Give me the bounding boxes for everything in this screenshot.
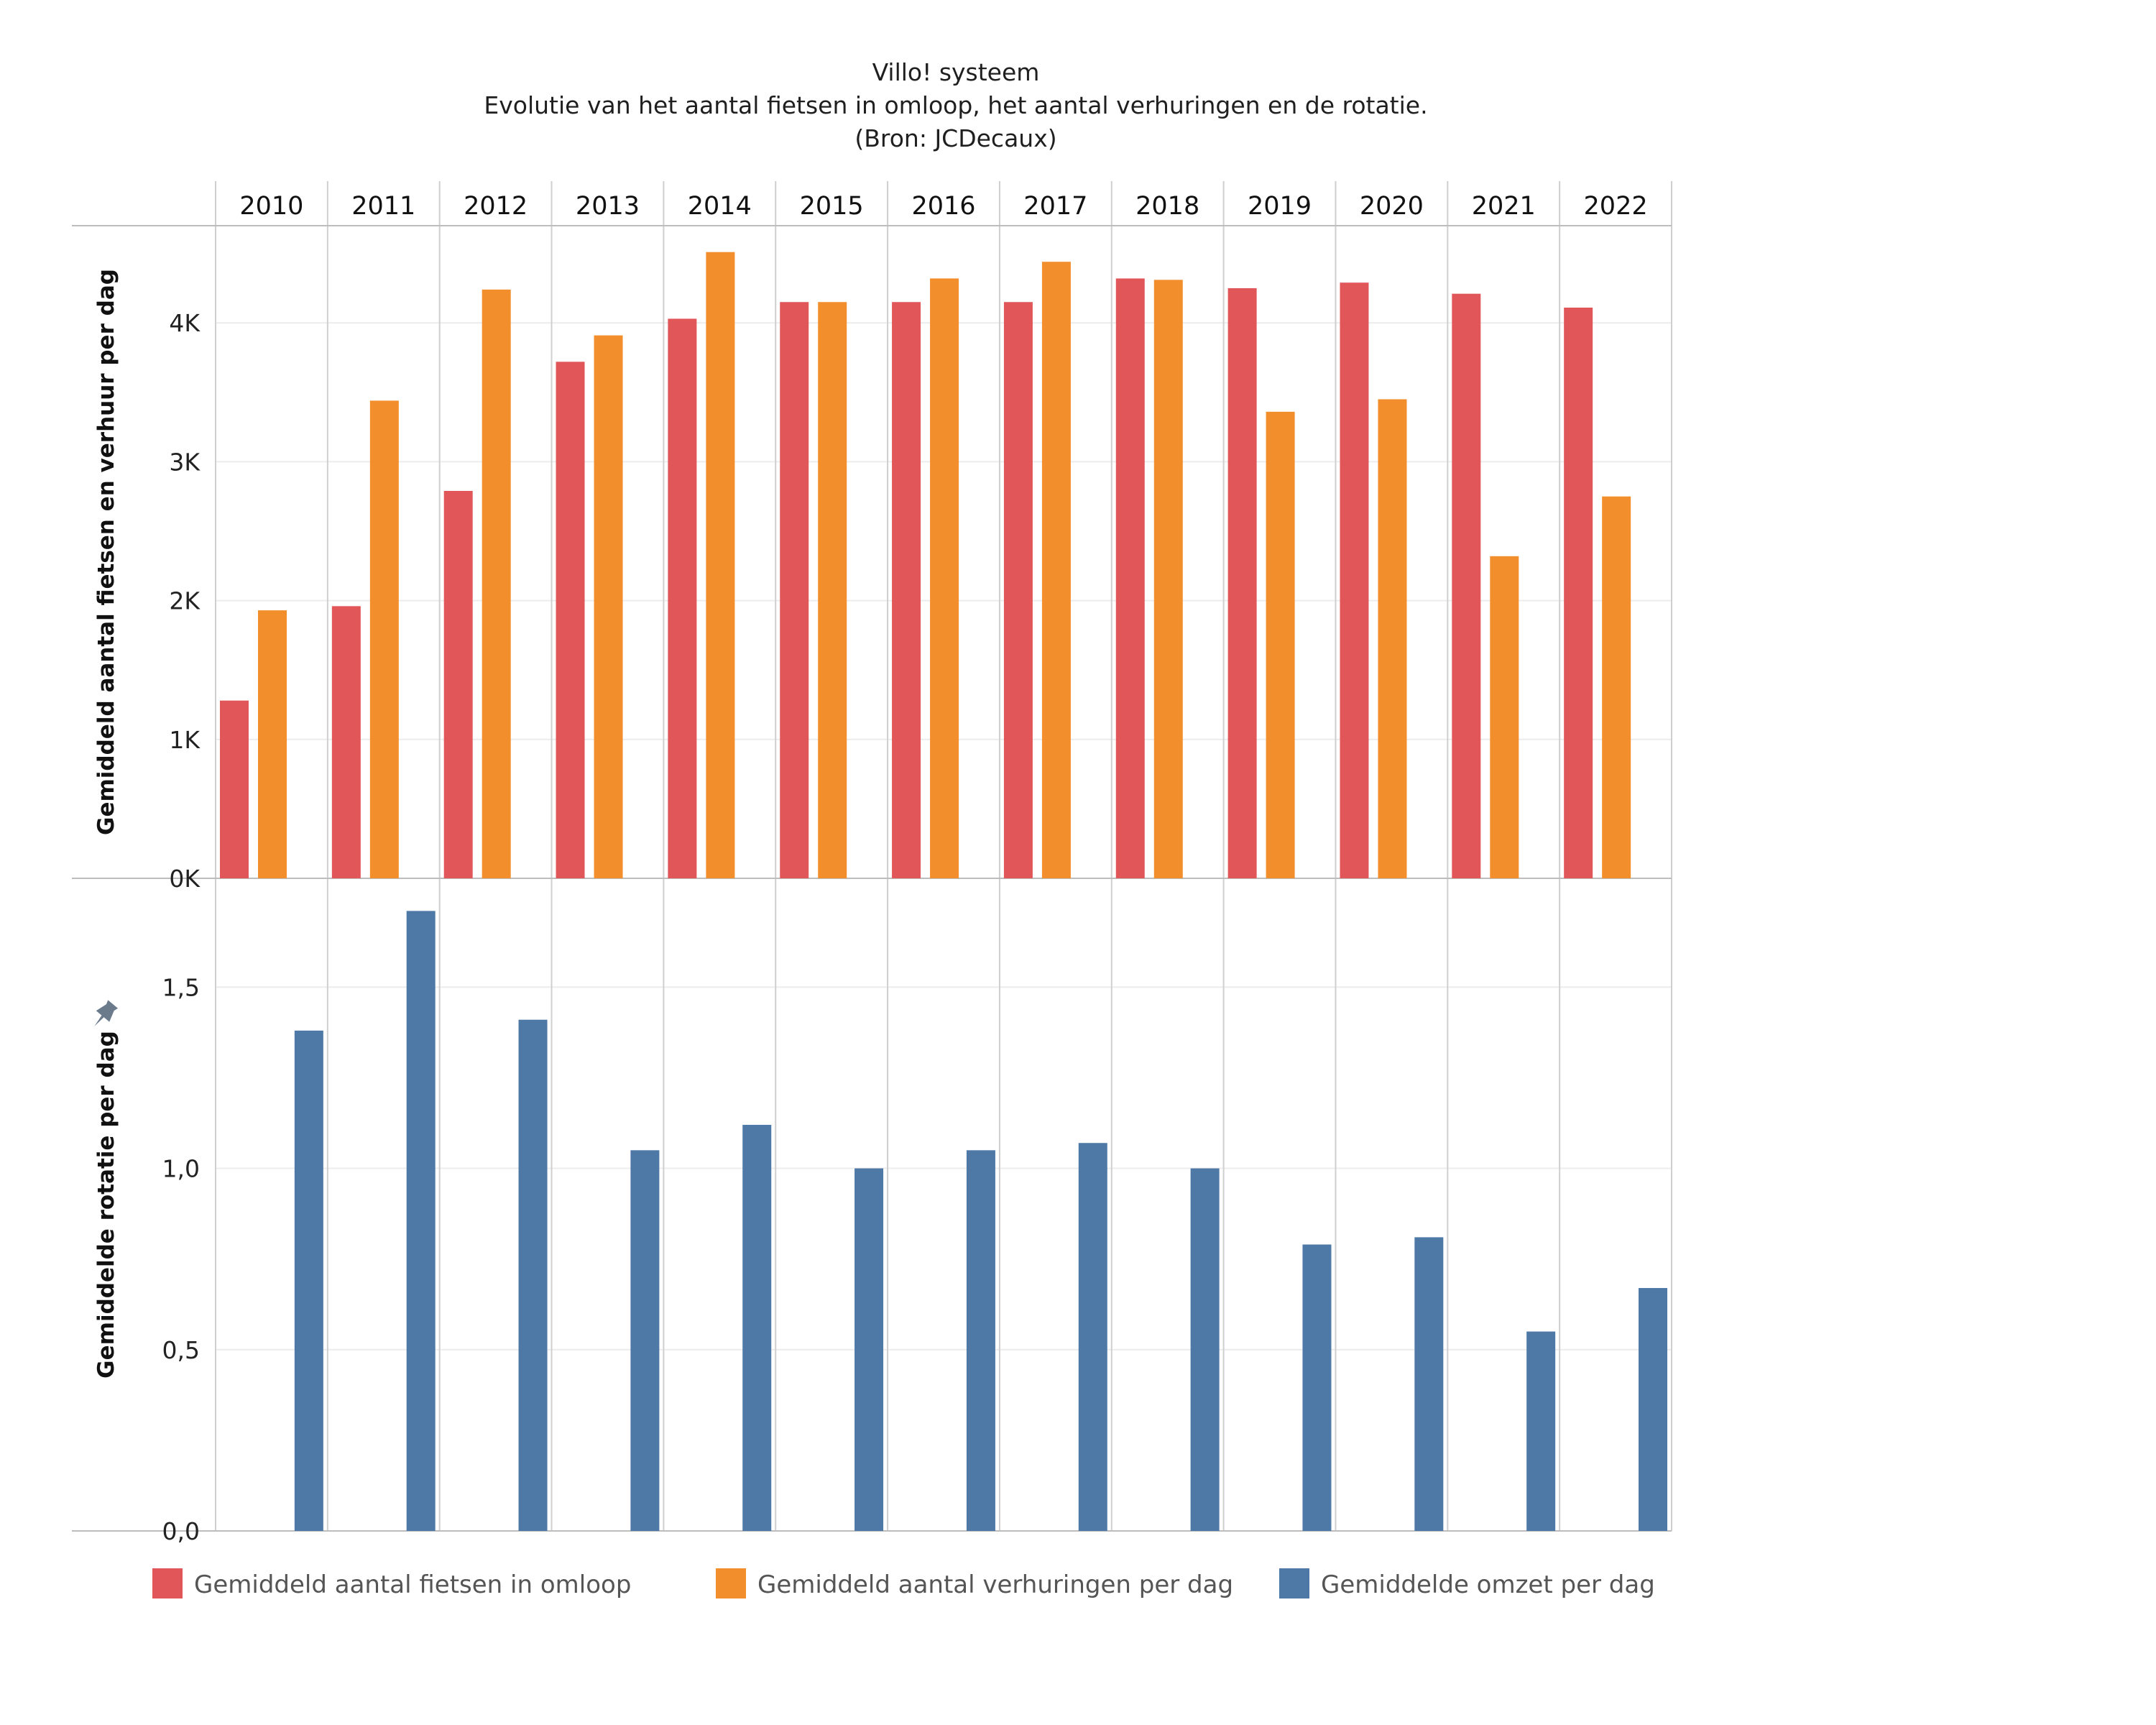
bar-verhuringen-per-dag-2015 <box>818 302 847 878</box>
year-header: 2020 <box>1360 192 1424 221</box>
year-header: 2017 <box>1023 192 1087 221</box>
y-axis-title-upper: Gemiddeld aantal fietsen en verhuur per … <box>93 269 119 835</box>
y-tick-label: 2K <box>169 587 201 615</box>
bar-omzet-per-dag-2022 <box>1639 1288 1667 1531</box>
chart-subtitle: Evolutie van het aantal fietsen in omloo… <box>484 91 1427 119</box>
bar-fietsen-in-omloop-2016 <box>892 302 921 878</box>
bar-fietsen-in-omloop-2010 <box>220 700 249 878</box>
year-header: 2011 <box>351 192 415 221</box>
bar-verhuringen-per-dag-2010 <box>258 610 287 878</box>
chart-text: 0K 1K 2K 3K 4K 0,0 0,5 1,0 1,5 2010 2011 2012 2013 20… <box>93 192 1648 1545</box>
bar-omzet-per-dag-2019 <box>1302 1244 1332 1531</box>
bar-fietsen-in-omloop-2011 <box>331 606 361 878</box>
bar-omzet-per-dag-2016 <box>966 1150 995 1531</box>
year-header: 2018 <box>1135 192 1199 221</box>
year-header: 2015 <box>800 192 864 221</box>
bar-omzet-per-dag-2012 <box>518 1019 548 1531</box>
legend: Gemiddeld aantal fietsen in omloop Gemidd… <box>152 1568 1655 1599</box>
bar-verhuringen-per-dag-2011 <box>369 400 399 878</box>
bar-verhuringen-per-dag-2021 <box>1490 556 1519 878</box>
y-tick-label: 0K <box>169 865 201 893</box>
bar-verhuringen-per-dag-2012 <box>482 289 511 879</box>
year-header: 2016 <box>911 192 975 221</box>
year-header: 2012 <box>464 192 528 221</box>
year-header: 2010 <box>239 192 303 221</box>
bar-fietsen-in-omloop-2021 <box>1452 293 1481 878</box>
bar-verhuringen-per-dag-2017 <box>1041 262 1071 878</box>
bar-omzet-per-dag-2017 <box>1078 1143 1107 1531</box>
y-axis-title-lower: Gemiddelde rotatie per dag <box>93 1031 119 1379</box>
year-header: 2019 <box>1248 192 1312 221</box>
bar-fietsen-in-omloop-2014 <box>668 318 697 878</box>
bar-verhuringen-per-dag-2013 <box>594 335 623 878</box>
bar-verhuringen-per-dag-2019 <box>1266 411 1295 878</box>
bar-omzet-per-dag-2011 <box>406 911 436 1531</box>
bar-omzet-per-dag-2018 <box>1190 1168 1220 1531</box>
bar-fietsen-in-omloop-2020 <box>1340 282 1369 878</box>
y-tick-label: 0,5 <box>162 1336 200 1364</box>
bar-fietsen-in-omloop-2019 <box>1227 288 1257 878</box>
bar-omzet-per-dag-2014 <box>742 1125 772 1531</box>
chart-source: (Bron: JCDecaux) <box>854 124 1056 152</box>
y-tick-label: 4K <box>169 309 201 337</box>
bar-verhuringen-per-dag-2022 <box>1602 496 1631 878</box>
bars <box>220 252 1667 1531</box>
bar-verhuringen-per-dag-2018 <box>1153 280 1183 878</box>
legend-label: Gemiddeld aantal verhuringen per dag <box>757 1570 1233 1599</box>
y-tick-label: 0,0 <box>162 1517 200 1545</box>
pin-icon[interactable] <box>88 998 119 1031</box>
bar-fietsen-in-omloop-2022 <box>1564 307 1593 878</box>
year-header: 2014 <box>688 192 752 221</box>
y-tick-label: 1,5 <box>162 973 200 1001</box>
year-header: 2021 <box>1472 192 1536 221</box>
legend-swatch <box>152 1568 183 1598</box>
y-tick-label: 3K <box>169 448 201 476</box>
bar-omzet-per-dag-2010 <box>294 1030 323 1531</box>
bar-fietsen-in-omloop-2017 <box>1003 302 1033 878</box>
bar-fietsen-in-omloop-2013 <box>556 362 585 879</box>
chart-title: Villo! systeem <box>872 58 1040 86</box>
bar-verhuringen-per-dag-2016 <box>930 278 959 878</box>
y-tick-label: 1,0 <box>162 1155 200 1183</box>
bar-omzet-per-dag-2020 <box>1414 1237 1444 1531</box>
legend-swatch <box>716 1568 746 1598</box>
bar-fietsen-in-omloop-2012 <box>443 490 473 878</box>
year-header: 2022 <box>1584 192 1648 221</box>
bar-fietsen-in-omloop-2015 <box>780 302 809 878</box>
legend-swatch <box>1279 1568 1309 1598</box>
bar-verhuringen-per-dag-2020 <box>1378 399 1407 878</box>
legend-label: Gemiddelde omzet per dag <box>1321 1570 1655 1599</box>
bar-omzet-per-dag-2021 <box>1526 1331 1556 1531</box>
bar-verhuringen-per-dag-2014 <box>706 252 735 878</box>
year-header: 2013 <box>576 192 640 221</box>
bar-fietsen-in-omloop-2018 <box>1115 278 1145 878</box>
legend-label: Gemiddeld aantal fietsen in omloop <box>194 1570 631 1599</box>
y-tick-label: 1K <box>169 726 201 754</box>
bar-omzet-per-dag-2013 <box>630 1150 660 1531</box>
bar-omzet-per-dag-2015 <box>854 1168 884 1531</box>
